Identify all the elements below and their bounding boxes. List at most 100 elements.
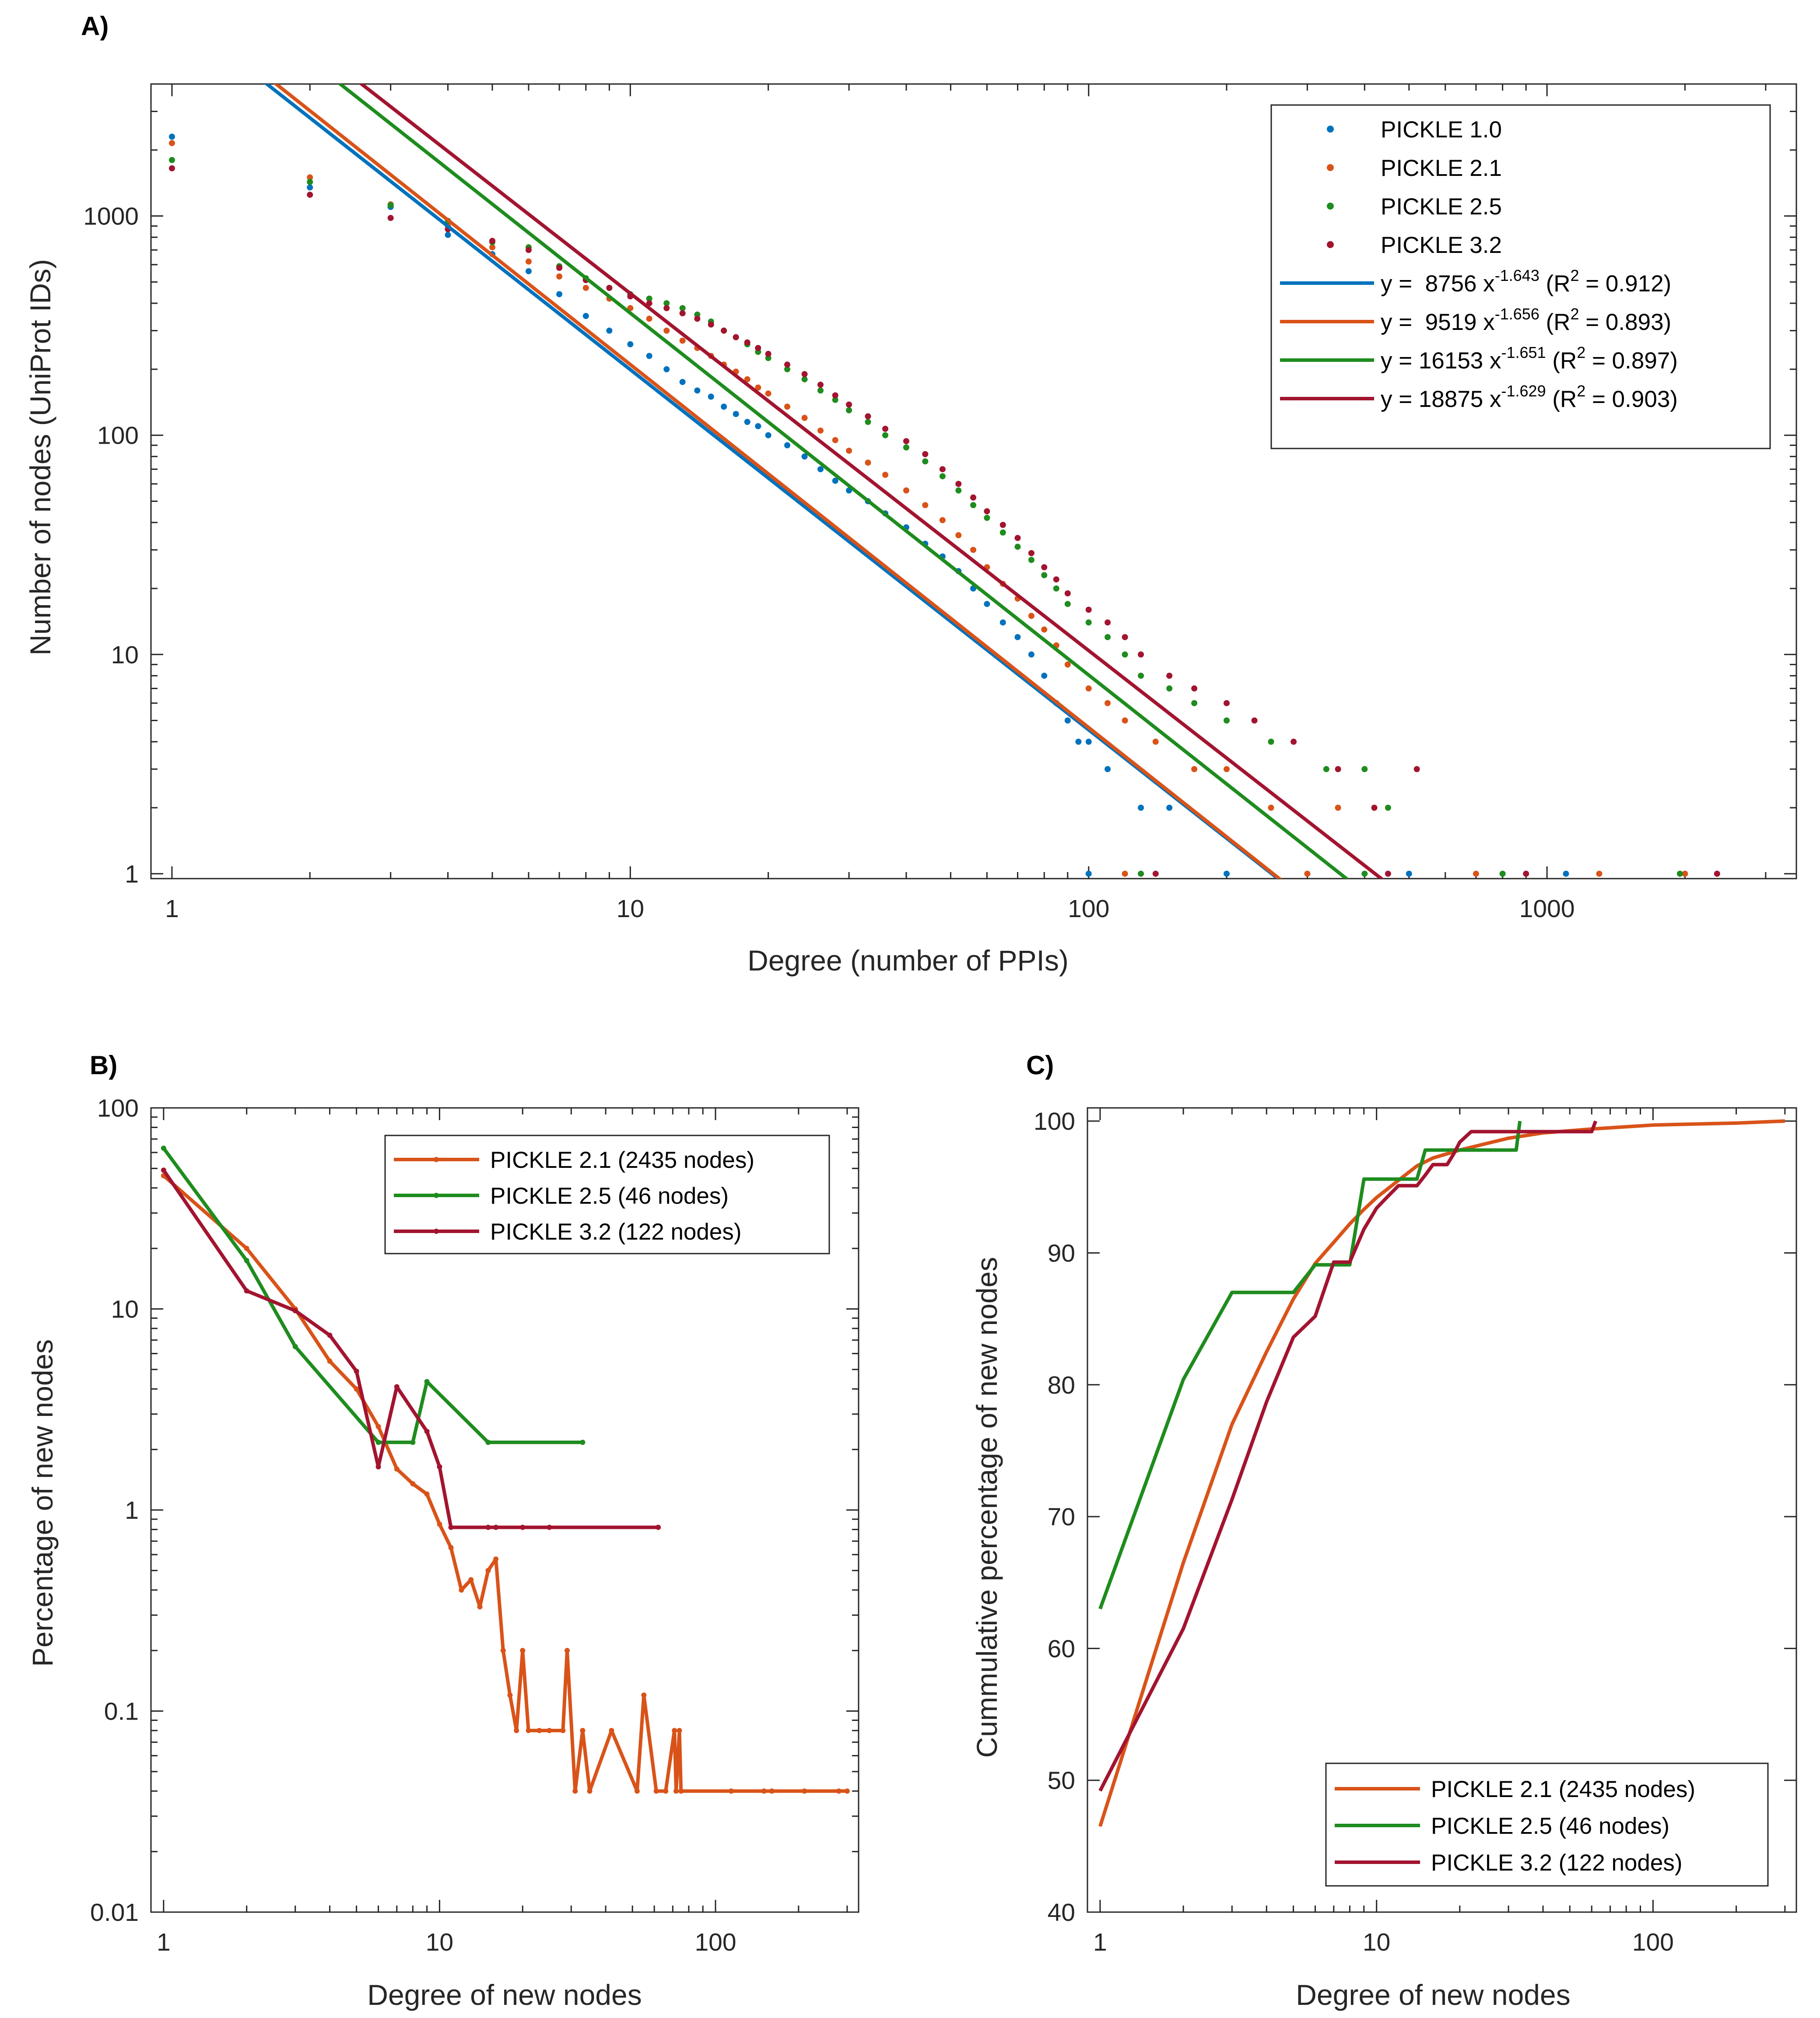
x-tick-label: 100 (694, 1928, 736, 1956)
series-marker (493, 1524, 499, 1530)
series-marker (656, 1524, 661, 1530)
series-marker (520, 1524, 526, 1530)
series-marker (761, 1788, 767, 1794)
panel-b-legend: PICKLE 2.1 (2435 nodes) PICKLE 2.5 (46 no… (384, 1135, 830, 1254)
series-marker (448, 1524, 454, 1530)
scatter-point (1138, 673, 1144, 679)
scatter-point (1335, 805, 1341, 811)
series-marker (459, 1587, 464, 1593)
series-line (162, 1147, 583, 1444)
y-tick-label: 0.1 (104, 1698, 139, 1726)
scatter-point (646, 353, 652, 359)
scatter-point (663, 327, 670, 334)
panel-c-legend: PICKLE 2.1 (2435 nodes) PICKLE 2.5 (46 no… (1325, 1762, 1769, 1887)
y-tick-label: 1 (125, 860, 139, 888)
scatter-point (307, 174, 313, 181)
series-marker (580, 1440, 586, 1445)
scatter-point (832, 477, 838, 484)
scatter-point (1251, 717, 1258, 724)
series-marker (437, 1521, 442, 1527)
scatter-point (679, 310, 686, 316)
scatter-point (1122, 651, 1128, 658)
scatter-point (817, 387, 824, 394)
scatter-point (801, 371, 808, 378)
scatter-point (1122, 634, 1128, 641)
legend-fit-equation: y = 18875 x-1.629 (R2 = 0.903) (1381, 382, 1678, 412)
series-marker (244, 1246, 249, 1251)
scatter-point (882, 432, 889, 438)
scatter-point (168, 157, 175, 163)
scatter-point (984, 515, 990, 521)
x-tick-label: 1 (165, 895, 179, 923)
series-marker (354, 1368, 359, 1374)
x-tick-label: 10 (1363, 1928, 1390, 1956)
scatter-point (1361, 870, 1368, 877)
scatter-point (1041, 572, 1048, 578)
y-tick-label: 60 (1048, 1635, 1075, 1663)
scatter-point (1014, 543, 1021, 550)
series-marker (375, 1424, 381, 1429)
y-tick-label: 90 (1048, 1239, 1075, 1267)
scatter-point (1224, 717, 1230, 724)
scatter-point (525, 268, 532, 274)
fit-line (264, 84, 1281, 879)
series-marker (769, 1788, 775, 1794)
scatter-point (1224, 700, 1230, 706)
scatter-point (1152, 739, 1159, 745)
x-tick-label: 100 (1068, 895, 1109, 923)
scatter-point (733, 334, 739, 340)
scatter-point (489, 244, 496, 251)
series-marker (244, 1258, 249, 1263)
scatter-point (832, 437, 838, 443)
scatter-point (525, 258, 532, 265)
scatter-point (999, 522, 1006, 528)
series-marker (678, 1788, 684, 1794)
scatter-point (832, 396, 838, 403)
scatter-point (1105, 634, 1111, 641)
scatter-point (1014, 634, 1021, 641)
scatter-point (1028, 550, 1034, 557)
scatter-point (955, 487, 962, 494)
scatter-point (1413, 766, 1420, 772)
panel-b-ylabel: Percentage of new nodes (26, 1339, 59, 1667)
scatter-point (1385, 870, 1391, 877)
scatter-point (846, 448, 852, 454)
x-tick-label: 1 (157, 1928, 171, 1956)
scatter-point (1563, 870, 1569, 877)
series-line (1098, 1120, 1598, 1792)
legend-marker (434, 1157, 439, 1162)
y-tick-label: 1000 (83, 203, 139, 231)
scatter-point (1138, 870, 1144, 877)
scatter-point (903, 438, 909, 445)
scatter-point (606, 327, 613, 334)
scatter-point (694, 315, 701, 322)
scatter-point (1361, 766, 1368, 772)
scatter-point (1371, 805, 1378, 811)
plot-area-frame (1087, 1107, 1797, 1913)
scatter-point (646, 315, 652, 322)
scatter-point (984, 601, 990, 607)
panel-c-ylabel: Cummulative percentage of new nodes (971, 1257, 1003, 1758)
scatter-point (1105, 766, 1111, 772)
scatter-point (784, 361, 790, 368)
legend-marker (1327, 203, 1334, 210)
series-marker (547, 1524, 552, 1530)
legend-entry: PICKLE 2.1 (1381, 155, 1502, 181)
series-line (1098, 1121, 1522, 1610)
scatter-point (1224, 766, 1230, 772)
series-marker (424, 1491, 430, 1497)
scatter-point (1014, 535, 1021, 541)
scatter-point (1290, 739, 1297, 745)
scatter-point (903, 487, 909, 494)
series-marker (493, 1556, 499, 1562)
scatter-point (1152, 870, 1159, 877)
scatter-point (817, 382, 824, 388)
scatter-point (999, 529, 1006, 536)
scatter-point (765, 390, 771, 397)
scatter-point (721, 403, 727, 410)
series-marker (580, 1728, 586, 1734)
plot-area-frame (150, 83, 1797, 879)
panel-a-xlabel: Degree (number of PPIs) (747, 944, 1069, 977)
series-marker (375, 1440, 381, 1445)
series-marker (514, 1728, 519, 1734)
